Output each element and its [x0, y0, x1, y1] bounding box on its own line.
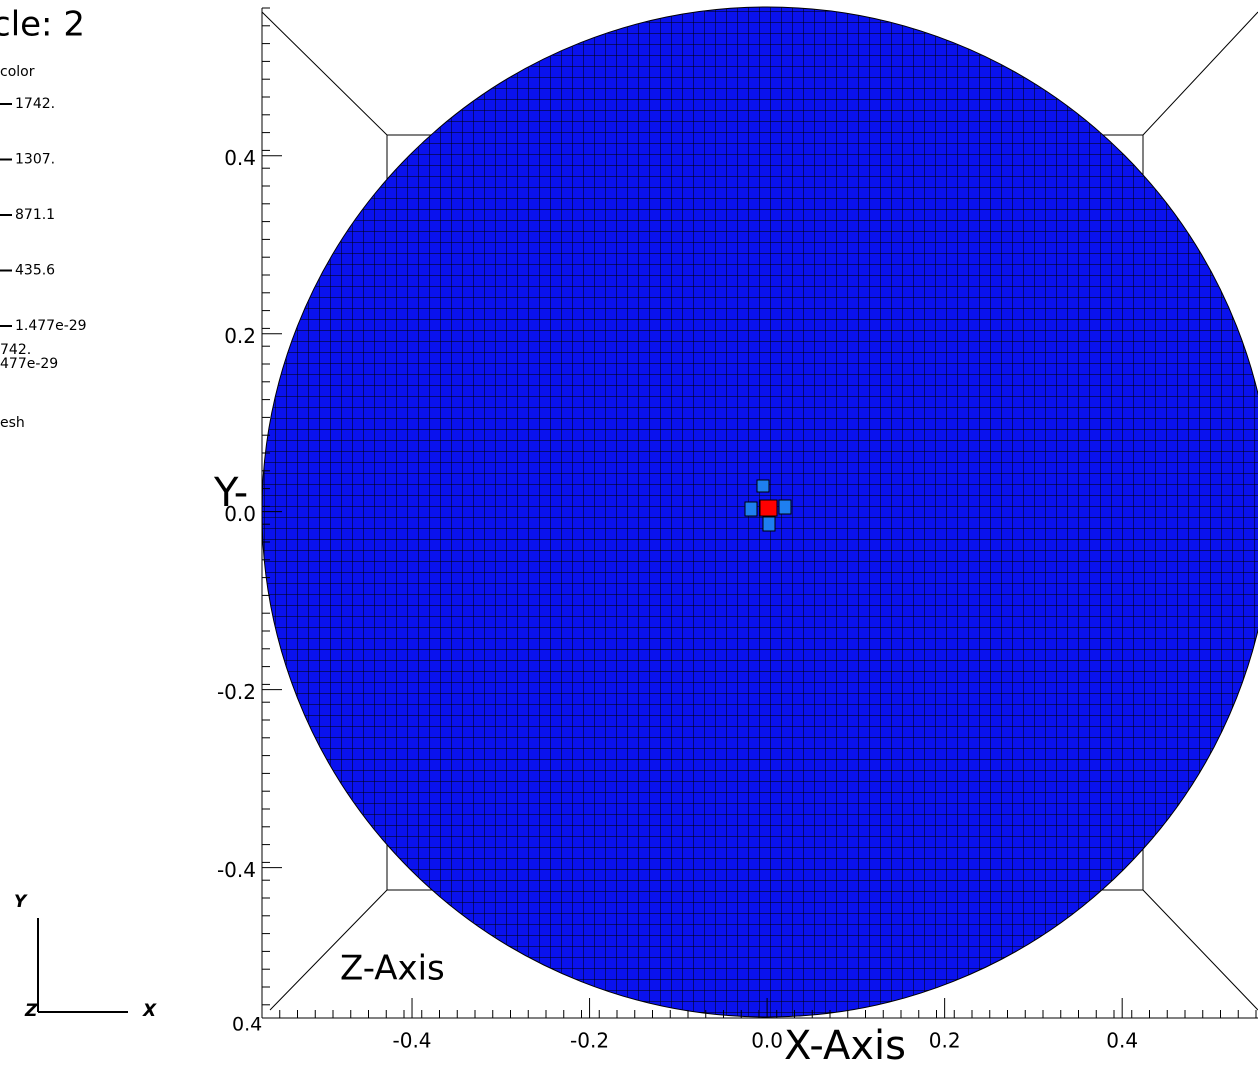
x-tick-label: 0.0	[751, 1029, 783, 1053]
y-tick-label: -0.2	[217, 680, 256, 704]
x-tick-label: 0.2	[929, 1029, 961, 1053]
legend-label: color	[0, 64, 35, 80]
legend-tick-label: 1.477e-29	[15, 318, 87, 334]
legend-tick-label: 871.1	[15, 207, 55, 223]
mesh-label: esh	[0, 415, 25, 431]
z-axis-title: Z-Axis	[340, 949, 445, 989]
x-tick-label: 0.4	[1106, 1029, 1138, 1053]
axis-triad	[37, 918, 128, 1013]
y-tick-label: 0.0	[224, 502, 256, 526]
triad-x: X	[142, 1001, 157, 1021]
x-tick-label: -0.4	[393, 1029, 432, 1053]
x-axis-title: X-Axis	[784, 1023, 906, 1069]
triad-y: Y	[14, 892, 28, 912]
triad-z: Z	[24, 1001, 38, 1021]
legend-min: 477e-29	[0, 356, 58, 372]
y-tick-label: -0.4	[217, 858, 256, 882]
plot-title: cle: 2	[0, 5, 85, 45]
y-axis-title: Y-	[213, 470, 248, 516]
legend-tick-label: 1742.	[15, 96, 55, 112]
hot-cells	[744, 479, 792, 532]
legend-max: 742.	[0, 342, 31, 358]
z-tick-label: 0.4	[232, 1014, 262, 1036]
y-tick-label: 0.4	[224, 146, 256, 170]
x-tick-label: -0.2	[570, 1029, 609, 1053]
legend-tick-label: 435.6	[15, 263, 55, 279]
legend-tick-label: 1307.	[15, 152, 55, 168]
y-tick-label: 0.2	[224, 324, 256, 348]
